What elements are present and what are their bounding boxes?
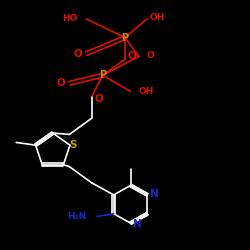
Text: O: O	[74, 49, 82, 59]
Text: OH: OH	[139, 87, 154, 96]
Text: N: N	[133, 220, 142, 230]
Text: O: O	[128, 52, 136, 62]
Text: P: P	[122, 33, 128, 43]
Text: HO: HO	[62, 14, 78, 23]
Text: H₂N: H₂N	[67, 212, 86, 221]
Text: O: O	[57, 78, 66, 88]
Text: OH: OH	[150, 13, 166, 22]
Text: P: P	[99, 70, 106, 80]
Text: O: O	[94, 94, 103, 104]
Text: N: N	[150, 188, 159, 198]
Text: S: S	[69, 140, 76, 150]
Text: O: O	[146, 50, 154, 59]
